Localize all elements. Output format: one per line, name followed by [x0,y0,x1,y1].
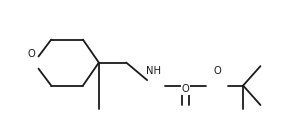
Text: O: O [213,66,221,76]
Text: NH: NH [146,66,161,76]
Text: O: O [182,84,189,94]
Text: O: O [28,49,35,59]
